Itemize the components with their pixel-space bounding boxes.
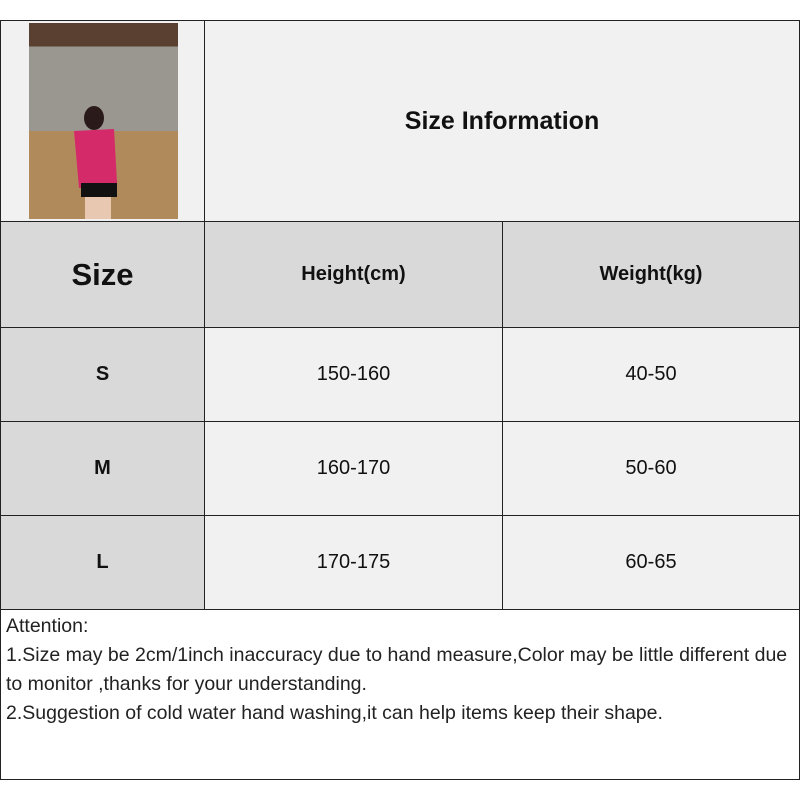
- weight-cell: 50-60: [502, 421, 800, 516]
- notes-heading: Attention:: [6, 615, 89, 637]
- size-cell: S: [0, 327, 205, 422]
- product-photo: [29, 23, 178, 219]
- header-weight: Weight(kg): [502, 221, 800, 328]
- weight-cell: 40-50: [502, 327, 800, 422]
- weight-cell: 60-65: [502, 515, 800, 610]
- note-2: 2.Suggestion of cold water hand washing,…: [6, 702, 663, 724]
- attention-notes: Attention: 1.Size may be 2cm/1inch inacc…: [0, 609, 800, 780]
- size-cell: L: [0, 515, 205, 610]
- size-cell: M: [0, 421, 205, 516]
- note-1: 1.Size may be 2cm/1inch inaccuracy due t…: [6, 644, 788, 695]
- page-title: Size Information: [404, 106, 600, 135]
- header-size: Size: [0, 221, 205, 328]
- height-cell: 160-170: [204, 421, 503, 516]
- title-cell: Size Information: [204, 20, 800, 222]
- height-cell: 150-160: [204, 327, 503, 422]
- header-height: Height(cm): [204, 221, 503, 328]
- height-cell: 170-175: [204, 515, 503, 610]
